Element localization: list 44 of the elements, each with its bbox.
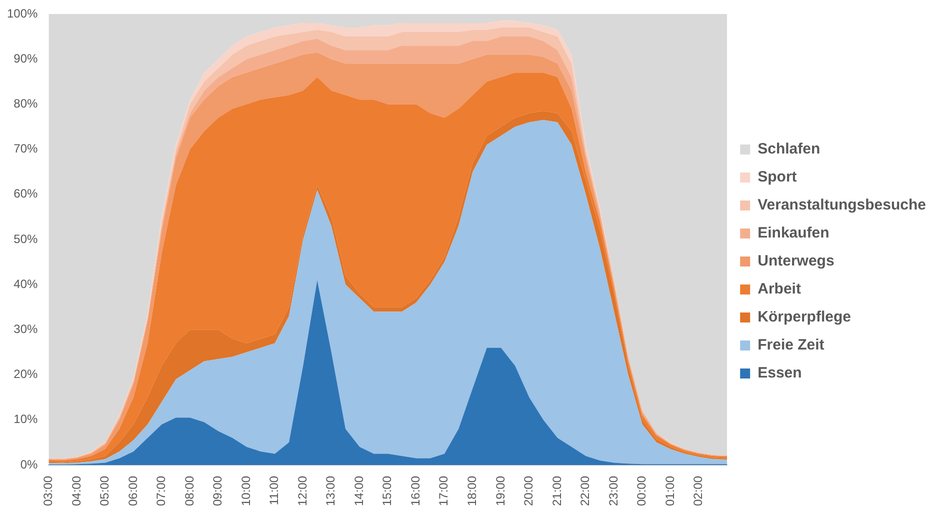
legend-label: Sport: [758, 168, 797, 186]
x-tick-label: 15:00: [380, 476, 394, 506]
y-tick-label: 80%: [14, 96, 38, 111]
x-tick-label: 11:00: [267, 476, 282, 506]
x-tick-label: 05:00: [98, 476, 112, 506]
x-tick-label: 16:00: [408, 476, 422, 506]
y-tick-label: 0%: [20, 457, 38, 472]
x-tick-label: 04:00: [69, 476, 84, 506]
y-tick-label: 70%: [14, 142, 38, 156]
legend-label: Körperpflege: [758, 308, 851, 326]
legend-label: Arbeit: [758, 280, 801, 298]
x-tick-label: 18:00: [465, 476, 480, 506]
legend-label: Unterwegs: [758, 252, 834, 270]
x-tick-label: 09:00: [210, 476, 225, 506]
y-tick-label: 40%: [14, 276, 38, 291]
y-tick-label: 60%: [14, 186, 38, 201]
x-tick-label: 13:00: [324, 476, 338, 506]
y-tick-label: 10%: [14, 412, 38, 426]
x-tick-label: 19:00: [493, 476, 508, 506]
x-tick-label: 23:00: [606, 476, 620, 506]
y-tick-label: 30%: [14, 322, 38, 336]
x-tick-label: 21:00: [550, 476, 564, 506]
x-tick-label: 01:00: [662, 476, 677, 506]
x-tick-label: 10:00: [238, 476, 253, 506]
x-tick-label: 17:00: [436, 476, 451, 506]
x-tick-label: 14:00: [352, 476, 366, 506]
y-tick-label: 90%: [14, 51, 38, 66]
y-tick-label: 100%: [6, 6, 38, 20]
legend-label: Einkaufen: [758, 224, 830, 242]
x-tick-label: 12:00: [295, 476, 310, 506]
y-tick-label: 50%: [14, 232, 38, 246]
y-tick-label: 20%: [14, 367, 38, 382]
x-tick-label: 02:00: [691, 476, 706, 506]
legend-label: Freie Zeit: [758, 336, 824, 354]
legend-label: Schlafen: [758, 140, 820, 158]
x-tick-label: 20:00: [522, 476, 536, 506]
legend-label: Essen: [758, 364, 802, 382]
legend-label: Veranstaltungsbesuche: [758, 196, 926, 214]
x-tick-label: 03:00: [41, 476, 56, 506]
x-tick-label: 22:00: [578, 476, 592, 506]
x-tick-label: 07:00: [154, 476, 168, 506]
x-tick-label: 00:00: [634, 476, 649, 506]
x-tick-label: 06:00: [126, 476, 140, 506]
x-tick-label: 08:00: [182, 476, 196, 506]
